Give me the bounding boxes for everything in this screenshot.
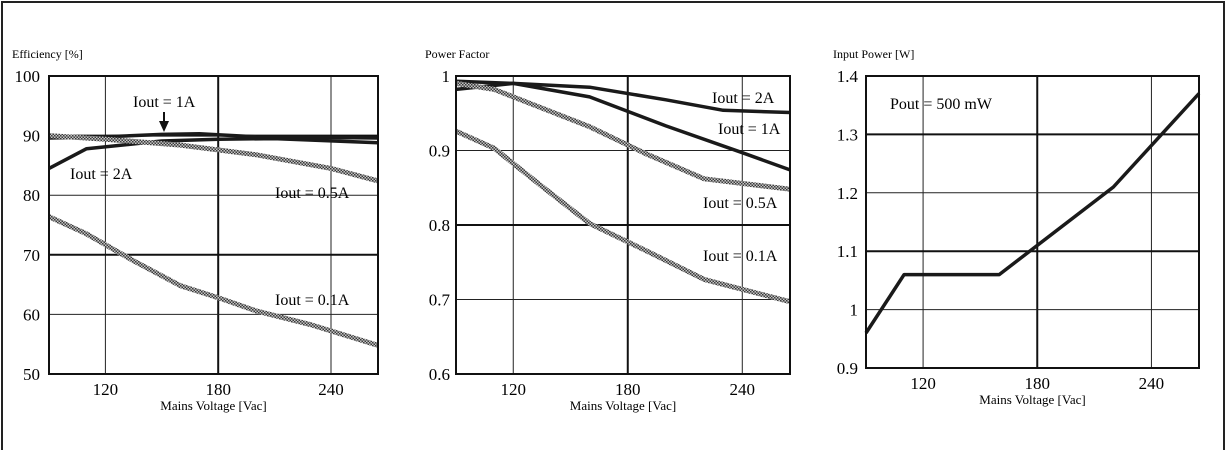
curve-annotation: Iout = 2A — [712, 90, 775, 107]
curve-annotation: Iout = 1A — [133, 94, 196, 111]
x-axis-label: Mains Voltage [Vac] — [160, 398, 266, 413]
y-tick-label: 0.6 — [429, 365, 450, 384]
y-tick-label: 1.2 — [837, 184, 858, 203]
chart-title: Efficiency [%] — [12, 47, 83, 61]
chart-title: Power Factor — [425, 47, 489, 61]
chart-panel-1: Efficiency [%] 120 180 240 50 60 70 80 90 100 Main… — [12, 47, 379, 413]
chart-panel-2: Power Factor 120 180 240 0.6 0.7 0.8 0.9 1 Mains … — [425, 47, 791, 413]
chart-panel-3: Input Power [W] 120 180 240 0.9 1 1.1 1.2 1.3 1.4… — [833, 47, 1201, 407]
x-tick-label: 180 — [1025, 374, 1051, 393]
y-tick-label: 100 — [15, 67, 41, 86]
y-tick-label: 0.9 — [837, 359, 858, 378]
arrow-head-icon — [159, 121, 169, 132]
series-line-1 — [864, 92, 1201, 334]
curve-annotation: Iout = 2A — [70, 166, 133, 183]
curve-annotation: Pout = 500 mW — [890, 96, 993, 113]
x-axis-label: Mains Voltage [Vac] — [979, 392, 1085, 407]
curve-annotation: Iout = 0.1A — [275, 292, 350, 309]
series-line-2 — [455, 81, 791, 172]
plot-frame — [455, 75, 791, 375]
x-tick-label: 240 — [318, 380, 344, 399]
chart-title: Input Power [W] — [833, 47, 914, 61]
curve-annotation: Iout = 0.1A — [703, 248, 778, 265]
series-line-4 — [454, 128, 791, 305]
plot-frame — [48, 75, 379, 375]
curve-annotation: Iout = 1A — [718, 121, 781, 138]
curve-annotation: Iout = 0.5A — [703, 195, 778, 212]
x-tick-label: 180 — [205, 380, 231, 399]
y-tick-label: 80 — [23, 186, 40, 205]
y-tick-label: 1 — [850, 301, 859, 320]
y-tick-label: 90 — [23, 127, 40, 146]
x-tick-label: 120 — [93, 380, 119, 399]
y-tick-label: 1.1 — [837, 242, 858, 261]
y-tick-label: 0.8 — [429, 216, 450, 235]
plot-frame — [865, 75, 1200, 369]
curve-annotation: Iout = 0.5A — [275, 185, 350, 202]
y-tick-label: 50 — [23, 365, 40, 384]
y-tick-label: 70 — [23, 246, 40, 265]
x-tick-label: 240 — [730, 380, 756, 399]
x-axis-label: Mains Voltage [Vac] — [570, 398, 676, 413]
x-tick-label: 180 — [615, 380, 641, 399]
y-tick-label: 0.9 — [429, 142, 450, 161]
y-tick-label: 60 — [23, 305, 40, 324]
series-line-2 — [48, 136, 379, 170]
x-tick-label: 120 — [501, 380, 527, 399]
x-tick-label: 240 — [1139, 374, 1165, 393]
y-tick-label: 1.3 — [837, 125, 858, 144]
series-line-3 — [455, 80, 791, 192]
x-tick-label: 120 — [910, 374, 936, 393]
series-line-3 — [48, 133, 379, 184]
y-tick-label: 1 — [442, 67, 451, 86]
series-line-4 — [47, 214, 379, 348]
y-tick-label: 0.7 — [429, 291, 451, 310]
y-tick-label: 1.4 — [837, 67, 859, 86]
